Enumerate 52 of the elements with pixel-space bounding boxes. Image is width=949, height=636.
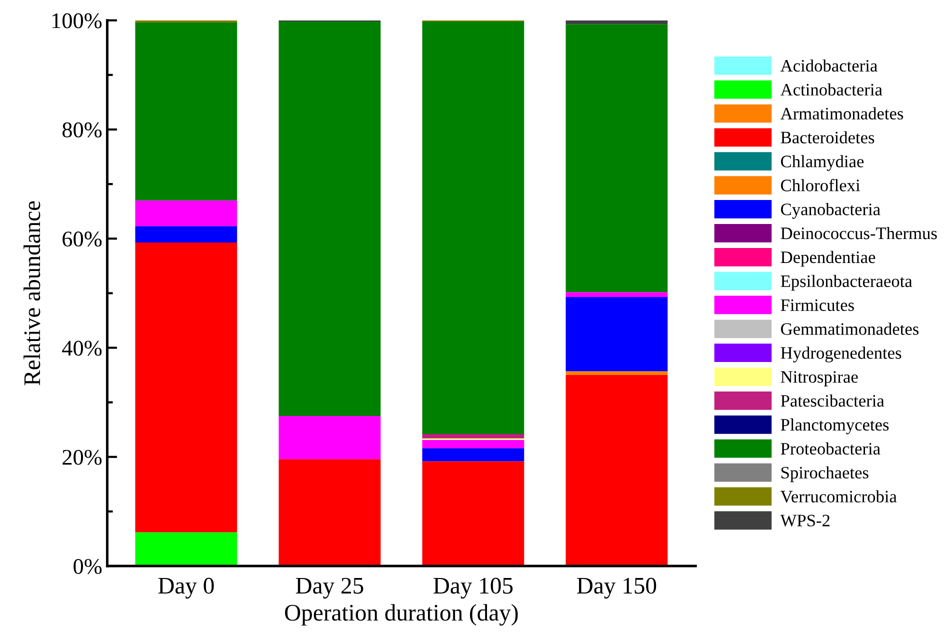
legend-label: Planctomycetes [780, 418, 889, 434]
y-tick-label: 60% [62, 232, 102, 247]
bar [278, 416, 381, 460]
legend-label: Gemmatimonadetes [781, 322, 919, 335]
legend-label: Chloroflexi [781, 178, 860, 192]
bar [566, 371, 668, 376]
legend-label: Proteobacteria [780, 442, 880, 455]
legend-label: Deinococcus-Thermus [780, 227, 937, 240]
y-tick-label: 40% [62, 340, 102, 356]
x-tick-label: Day 0 [158, 578, 214, 599]
y-axis-title: Relative abundance [24, 201, 40, 386]
bar [422, 448, 524, 462]
x-tick-label: Day 105 [434, 578, 513, 599]
bar [135, 20, 238, 23]
x-tick-label: Day 25 [296, 578, 364, 599]
legend-label: Epsilonbacteraeota [780, 274, 912, 291]
bar [422, 461, 524, 566]
legend-label: Bacteroidetes [780, 131, 874, 144]
legend-label: Chlamydiae [781, 155, 864, 171]
bar [422, 434, 524, 438]
bar [135, 22, 238, 200]
bar [566, 20, 668, 24]
bar [278, 459, 381, 566]
bar [422, 21, 524, 434]
legend-label: Acidobacteria [780, 59, 878, 72]
bar [566, 297, 668, 372]
legend-label: WPS-2 [780, 514, 830, 526]
y-tick-label: 100% [52, 13, 102, 28]
y-tick-label: 80% [62, 122, 102, 138]
bar [135, 226, 238, 242]
bar [566, 375, 668, 566]
legend-label: Actinobacteria [780, 83, 882, 96]
y-tick-label: 20% [62, 450, 102, 465]
bar [566, 292, 668, 298]
legend-label: Armatimonadetes [780, 107, 904, 120]
bar [135, 242, 238, 532]
bar [135, 200, 238, 226]
bar [135, 532, 238, 566]
y-tick-label: 0% [74, 558, 102, 574]
legend-label: Verrucomicrobia [780, 490, 897, 503]
legend-label: Cyanobacteria [781, 203, 880, 219]
x-axis-title: Operation duration (day) [285, 604, 518, 626]
legend-label: Patescibacteria [780, 394, 884, 407]
bar [566, 24, 668, 292]
legend-label: Nitrospirae [780, 371, 858, 386]
legend-label: Dependentiae [780, 250, 876, 267]
bar [422, 440, 524, 448]
legend-label: Firmicutes [780, 299, 854, 311]
bar [278, 21, 381, 416]
legend-label: Hydrogenedentes [780, 346, 902, 362]
x-tick-label: Day 150 [577, 578, 656, 599]
legend-label: Spirochaetes [781, 466, 868, 482]
